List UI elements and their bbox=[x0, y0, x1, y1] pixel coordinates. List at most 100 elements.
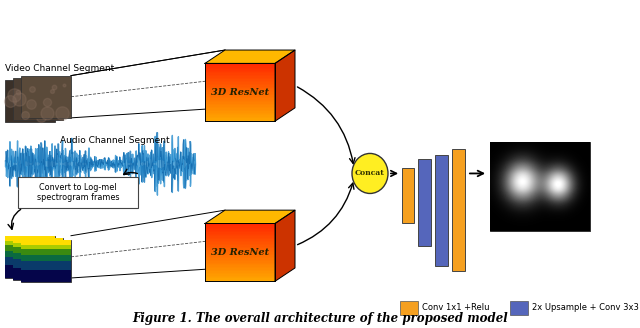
Polygon shape bbox=[205, 94, 275, 95]
Text: Concat: Concat bbox=[355, 170, 385, 177]
Bar bbox=[13, 268, 63, 280]
Polygon shape bbox=[205, 84, 275, 85]
Polygon shape bbox=[205, 238, 275, 239]
Polygon shape bbox=[275, 210, 295, 281]
Text: Convert to Log-mel
spectrogram frames: Convert to Log-mel spectrogram frames bbox=[36, 183, 119, 202]
Polygon shape bbox=[205, 105, 275, 107]
Polygon shape bbox=[205, 88, 275, 90]
Polygon shape bbox=[205, 225, 275, 226]
Polygon shape bbox=[205, 257, 275, 258]
Text: Audio Channel Segment: Audio Channel Segment bbox=[60, 136, 170, 145]
Polygon shape bbox=[205, 241, 275, 242]
Polygon shape bbox=[205, 66, 275, 68]
Bar bbox=[13, 238, 63, 280]
Bar bbox=[13, 247, 63, 253]
Polygon shape bbox=[205, 254, 275, 255]
Polygon shape bbox=[205, 255, 275, 257]
Bar bbox=[21, 270, 71, 282]
Polygon shape bbox=[205, 76, 275, 78]
Polygon shape bbox=[205, 268, 275, 270]
Bar bbox=[5, 251, 55, 257]
Polygon shape bbox=[205, 252, 275, 254]
Polygon shape bbox=[205, 99, 275, 101]
Ellipse shape bbox=[352, 154, 388, 194]
Polygon shape bbox=[205, 97, 275, 98]
Polygon shape bbox=[205, 271, 275, 273]
Bar bbox=[418, 159, 431, 246]
Polygon shape bbox=[205, 92, 275, 94]
Polygon shape bbox=[205, 231, 275, 232]
Polygon shape bbox=[205, 278, 275, 280]
Polygon shape bbox=[205, 274, 275, 276]
Polygon shape bbox=[205, 108, 275, 110]
Polygon shape bbox=[205, 228, 275, 229]
Polygon shape bbox=[205, 270, 275, 271]
Bar bbox=[13, 259, 63, 268]
Polygon shape bbox=[205, 98, 275, 99]
Polygon shape bbox=[205, 75, 275, 76]
Polygon shape bbox=[205, 262, 275, 264]
Bar bbox=[13, 78, 63, 120]
Polygon shape bbox=[205, 236, 275, 238]
Bar bbox=[21, 255, 71, 261]
Polygon shape bbox=[205, 102, 275, 104]
Polygon shape bbox=[205, 226, 275, 228]
Polygon shape bbox=[205, 277, 275, 278]
Bar bbox=[400, 301, 418, 315]
Bar bbox=[13, 253, 63, 259]
Polygon shape bbox=[205, 223, 275, 225]
Polygon shape bbox=[205, 87, 275, 88]
Bar bbox=[13, 243, 63, 247]
Polygon shape bbox=[205, 63, 275, 65]
Bar bbox=[21, 245, 71, 250]
Polygon shape bbox=[205, 71, 275, 72]
Polygon shape bbox=[205, 69, 275, 71]
Text: Figure 1. The overall architecture of the proposed model: Figure 1. The overall architecture of th… bbox=[132, 312, 508, 325]
Bar bbox=[21, 76, 71, 118]
Polygon shape bbox=[205, 276, 275, 277]
Polygon shape bbox=[205, 244, 275, 245]
Bar bbox=[5, 265, 55, 278]
Polygon shape bbox=[205, 210, 295, 223]
Text: 3D ResNet: 3D ResNet bbox=[211, 88, 269, 97]
Bar bbox=[5, 257, 55, 265]
Polygon shape bbox=[205, 251, 275, 252]
Polygon shape bbox=[205, 261, 275, 262]
Polygon shape bbox=[205, 115, 275, 117]
Polygon shape bbox=[205, 120, 275, 121]
Polygon shape bbox=[205, 258, 275, 260]
Text: 2x Upsample + Conv 3x3 +Relu: 2x Upsample + Conv 3x3 +Relu bbox=[532, 303, 640, 313]
Bar bbox=[21, 250, 71, 255]
Bar bbox=[21, 261, 71, 270]
Polygon shape bbox=[205, 110, 275, 111]
Text: Conv 1x1 +Relu: Conv 1x1 +Relu bbox=[422, 303, 490, 313]
Polygon shape bbox=[205, 264, 275, 265]
Polygon shape bbox=[205, 265, 275, 267]
Polygon shape bbox=[205, 111, 275, 113]
Polygon shape bbox=[275, 50, 295, 121]
Polygon shape bbox=[205, 68, 275, 69]
Polygon shape bbox=[205, 107, 275, 108]
Bar bbox=[18, 177, 138, 208]
Polygon shape bbox=[205, 273, 275, 274]
Bar bbox=[452, 149, 465, 271]
Polygon shape bbox=[205, 104, 275, 105]
Polygon shape bbox=[71, 50, 225, 118]
Polygon shape bbox=[205, 260, 275, 261]
Polygon shape bbox=[205, 90, 275, 91]
Polygon shape bbox=[205, 280, 275, 281]
Bar bbox=[435, 154, 448, 266]
Polygon shape bbox=[205, 85, 275, 87]
Polygon shape bbox=[205, 65, 275, 66]
Polygon shape bbox=[205, 247, 275, 248]
Text: Video Channel Segment: Video Channel Segment bbox=[5, 64, 115, 73]
Polygon shape bbox=[205, 91, 275, 92]
Bar bbox=[21, 240, 71, 245]
Polygon shape bbox=[71, 210, 225, 278]
Polygon shape bbox=[205, 117, 275, 118]
Polygon shape bbox=[205, 113, 275, 114]
Polygon shape bbox=[205, 267, 275, 268]
Bar bbox=[21, 240, 71, 282]
Polygon shape bbox=[205, 239, 275, 241]
Bar bbox=[5, 241, 55, 245]
